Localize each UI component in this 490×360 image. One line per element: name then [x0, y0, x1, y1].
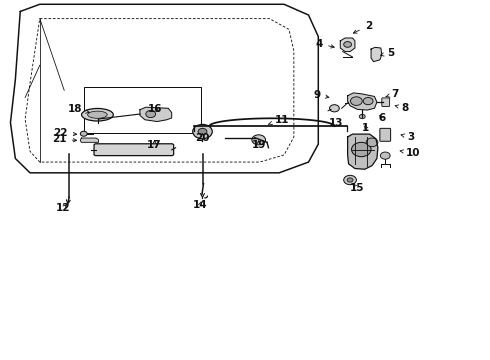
Bar: [84, 87, 201, 134]
Circle shape: [350, 97, 362, 105]
Text: 16: 16: [148, 104, 162, 114]
Circle shape: [330, 105, 339, 112]
Polygon shape: [347, 93, 377, 110]
Ellipse shape: [88, 111, 107, 118]
Circle shape: [80, 131, 87, 136]
Text: 5: 5: [381, 48, 394, 58]
Text: 11: 11: [269, 115, 289, 125]
Circle shape: [351, 142, 371, 157]
Text: 21: 21: [52, 135, 76, 144]
Polygon shape: [371, 47, 382, 62]
Circle shape: [359, 114, 365, 119]
Text: 20: 20: [195, 133, 210, 143]
FancyBboxPatch shape: [382, 98, 390, 107]
Ellipse shape: [81, 108, 113, 121]
Polygon shape: [80, 138, 98, 142]
Text: 18: 18: [68, 104, 89, 114]
Polygon shape: [347, 134, 378, 169]
Text: 19: 19: [251, 140, 266, 150]
Circle shape: [343, 41, 351, 47]
Circle shape: [380, 152, 390, 159]
FancyBboxPatch shape: [94, 144, 173, 156]
Text: 22: 22: [53, 129, 76, 138]
Text: 6: 6: [378, 113, 385, 123]
Text: 15: 15: [350, 183, 365, 193]
Text: 14: 14: [193, 200, 207, 210]
Circle shape: [198, 129, 207, 135]
Polygon shape: [140, 107, 172, 122]
Text: 9: 9: [314, 90, 329, 100]
Circle shape: [343, 175, 356, 185]
Text: 1: 1: [362, 123, 369, 133]
Text: 12: 12: [56, 203, 71, 213]
Text: 4: 4: [316, 39, 334, 49]
Text: 8: 8: [395, 103, 409, 113]
Text: 10: 10: [400, 148, 421, 158]
Polygon shape: [340, 38, 355, 51]
Text: 13: 13: [329, 118, 343, 128]
Text: 17: 17: [147, 140, 162, 150]
Text: 2: 2: [353, 21, 372, 33]
Text: 3: 3: [401, 132, 415, 142]
Circle shape: [366, 138, 378, 147]
Circle shape: [252, 135, 266, 145]
FancyBboxPatch shape: [380, 129, 391, 141]
Circle shape: [146, 111, 156, 118]
Circle shape: [363, 98, 373, 105]
Text: 7: 7: [386, 89, 399, 99]
Circle shape: [193, 125, 212, 139]
Circle shape: [347, 178, 353, 182]
